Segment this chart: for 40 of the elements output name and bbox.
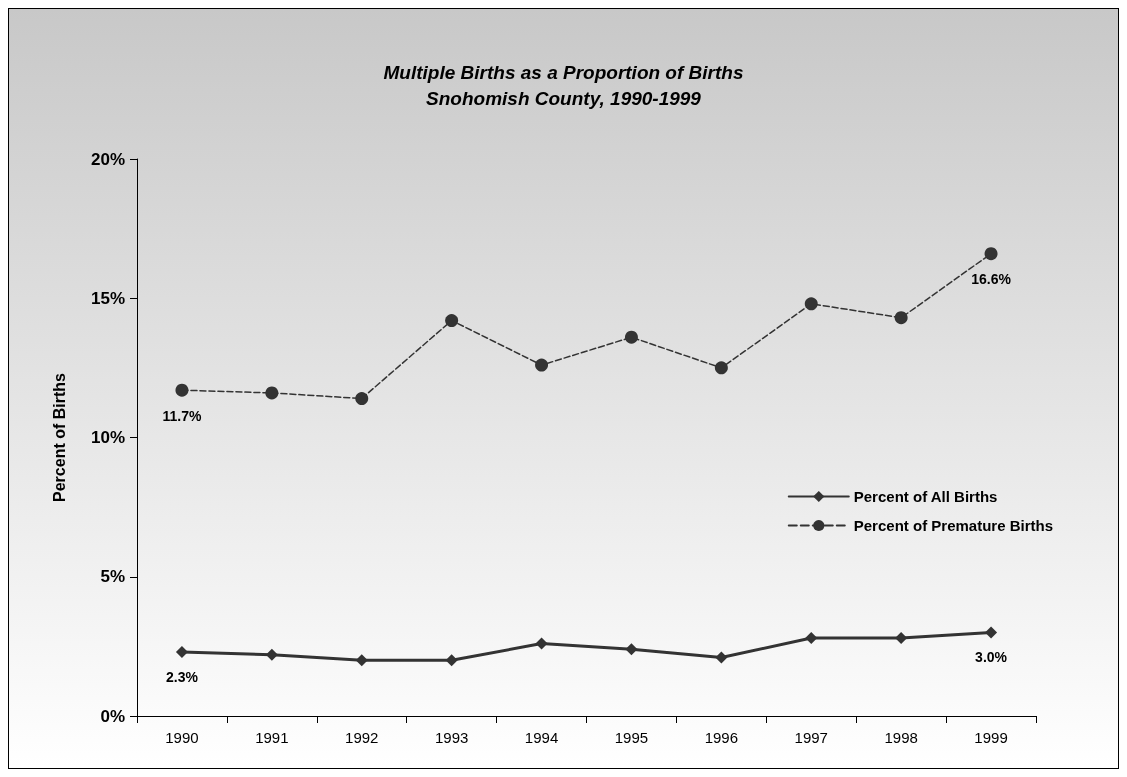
point <box>985 626 998 639</box>
point <box>804 297 818 311</box>
x-tick-label: 1994 <box>524 729 559 746</box>
legend-label: Percent of All Births <box>853 488 998 505</box>
point <box>984 247 998 261</box>
point <box>894 311 908 325</box>
chart-title: Multiple Births as a Proportion of Births Snohomish County, 1990-1999 <box>383 61 744 109</box>
data-label: 3.0% <box>975 649 1008 666</box>
y-tick-label: 0% <box>100 706 125 726</box>
data-label: 16.6% <box>971 271 1012 288</box>
point <box>535 637 548 650</box>
data-label: 11.7% <box>162 407 202 424</box>
y-tick-label: 20% <box>90 149 125 169</box>
legend-label: Percent of Premature Births <box>853 517 1054 534</box>
point <box>535 358 549 372</box>
point <box>714 361 728 375</box>
x-tick-label: 1997 <box>794 729 828 746</box>
point <box>445 654 458 667</box>
x-tick-label: 1992 <box>345 729 379 746</box>
y-tick-label: 10% <box>90 428 125 447</box>
x-tick-label: 1999 <box>974 729 1008 746</box>
point <box>624 330 638 344</box>
x-tick-label: 1990 <box>165 729 199 746</box>
x-tick-label: 1996 <box>704 729 739 746</box>
x-tick-label: 1991 <box>255 729 289 746</box>
point <box>445 314 459 328</box>
y-axis-title: Percent of Births <box>50 372 68 502</box>
y-tick-label: 5% <box>100 567 125 587</box>
point <box>265 386 279 400</box>
x-tick-label: 1993 <box>434 729 469 746</box>
x-tick-label: 1998 <box>884 729 918 746</box>
y-tick-label: 15% <box>90 288 125 308</box>
point <box>175 645 188 658</box>
point <box>355 392 369 406</box>
data-label: 2.3% <box>165 668 199 685</box>
point <box>715 651 728 664</box>
x-tick-label: 1995 <box>614 729 649 746</box>
point <box>625 643 638 656</box>
point <box>355 654 368 667</box>
point <box>175 383 189 397</box>
